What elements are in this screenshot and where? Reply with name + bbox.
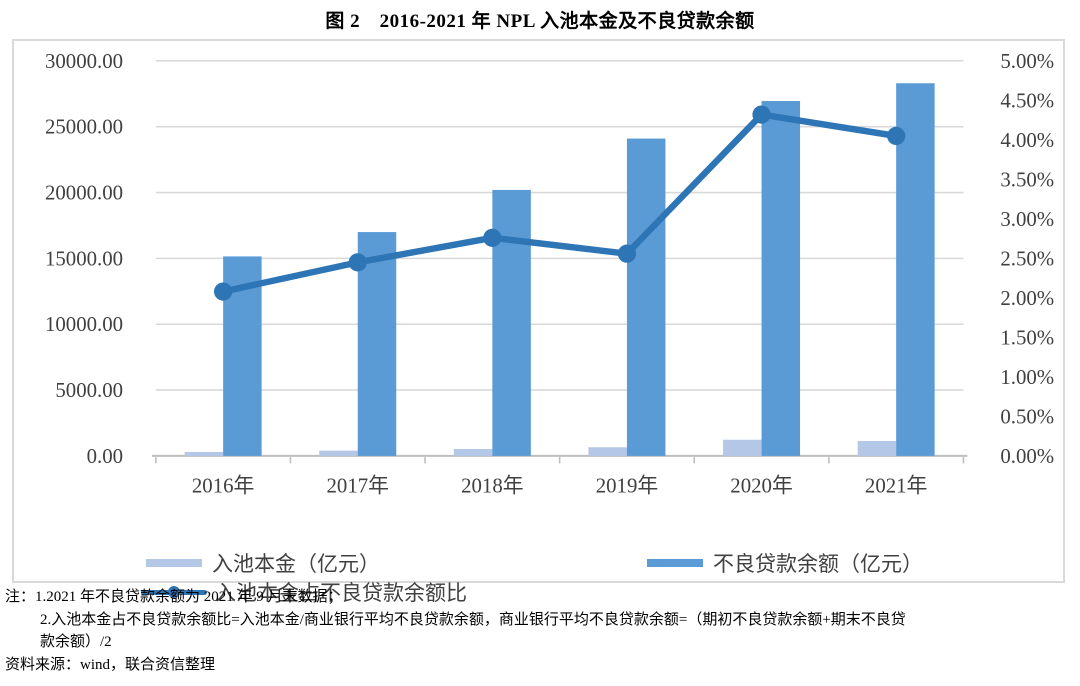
bar-pool-principal	[453, 449, 493, 456]
legend-item-npl-balance: 不良贷款余额（亿元）	[647, 551, 923, 576]
right-axis-tick-label: 4.50%	[1000, 88, 1054, 112]
pool-principal-swatch-icon	[146, 559, 202, 567]
ratio-marker	[483, 228, 502, 247]
bar-npl-balance	[626, 138, 666, 456]
ratio-dot-icon	[168, 586, 180, 598]
bar-npl-balance	[492, 189, 531, 456]
note-line-1: 注：1.2021 年不良贷款余额为 2021 年 9 月末数据；	[5, 589, 343, 605]
right-axis-tick-label: 5.00%	[1000, 49, 1054, 73]
ratio-marker	[214, 282, 233, 301]
x-axis-category-label: 2017年	[326, 474, 388, 498]
x-axis-category-label: 2020年	[730, 474, 792, 498]
legend-label-ratio: 入池本金占不良贷款余额比	[215, 581, 467, 605]
ratio-marker	[617, 244, 637, 263]
bar-pool-principal	[184, 451, 224, 456]
ratio-marker	[348, 253, 367, 272]
x-axis-category-label: 2016年	[192, 474, 254, 498]
chart-area: 0.00 5000.00 10000.00 15000.00 20000.00 25000…	[12, 39, 1065, 605]
x-axis-category-label: 2018年	[461, 474, 523, 498]
figure-title: 图 2 2016-2021 年 NPL 入池本金及不良贷款余额	[325, 11, 755, 32]
left-axis-tick-label: 30000.00	[45, 49, 123, 73]
ratio-line	[219, 111, 900, 295]
left-axis-tick-label: 10000.00	[45, 312, 123, 336]
bar-npl-balance	[896, 83, 935, 456]
right-axis-tick-label: 3.50%	[1000, 167, 1054, 191]
left-axis-tick-label: 20000.00	[45, 180, 123, 204]
left-axis-tick-label: 5000.00	[55, 378, 123, 402]
legend-label-npl-balance: 不良贷款余额（亿元）	[713, 552, 923, 576]
legend-label-pool-principal: 入池本金（亿元）	[212, 552, 380, 576]
right-axis-tick-label: 0.00%	[1000, 444, 1054, 468]
ratio-line-marker-icon	[141, 586, 207, 598]
bar-pool-principal	[319, 450, 358, 456]
right-axis-tick-label: 1.00%	[1000, 365, 1054, 389]
combo-chart: 0.00 5000.00 10000.00 15000.00 20000.00 25000…	[45, 49, 1054, 498]
figure-notes: 注：1.2021 年不良贷款余额为 2021 年 9 月末数据； 2.入池本金占…	[0, 586, 1080, 676]
x-axis-category-label: 2019年	[596, 474, 658, 498]
left-axis-tick-label: 25000.00	[45, 115, 123, 139]
right-axis-tick-label: 2.00%	[1000, 286, 1054, 310]
npl-balance-swatch-icon	[647, 559, 703, 567]
ratio-marker	[887, 126, 906, 146]
left-axis-tick-label: 15000.00	[45, 246, 123, 270]
x-axis-category-label: 2021年	[865, 474, 927, 498]
right-axis-tick-label: 0.50%	[1000, 404, 1054, 428]
bar-npl-balance	[761, 101, 801, 456]
right-axis-tick-label: 1.50%	[1000, 325, 1054, 349]
bar-pool-principal	[857, 441, 897, 456]
note-line-2: 2.入池本金占不良贷款余额比=入池本金/商业银行平均不良贷款余额，商业银行平均不…	[40, 611, 906, 628]
ratio-marker	[752, 105, 771, 124]
right-axis-tick-label: 2.50%	[1000, 246, 1054, 270]
legend-item-pool-principal: 入池本金（亿元）	[146, 551, 380, 576]
right-axis-tick-label: 4.00%	[1000, 128, 1054, 152]
note-line-4: 资料来源：wind，联合资信整理	[5, 656, 216, 673]
bar-npl-balance	[357, 232, 397, 456]
legend-item-ratio: 入池本金占不良贷款余额比	[141, 580, 467, 605]
note-line-3: 款余额）/2	[40, 634, 112, 650]
bar-pool-principal	[588, 447, 627, 456]
left-axis-tick-label: 0.00	[87, 444, 123, 468]
right-axis-tick-label: 3.00%	[1000, 207, 1054, 231]
bar-pool-principal	[723, 439, 762, 456]
